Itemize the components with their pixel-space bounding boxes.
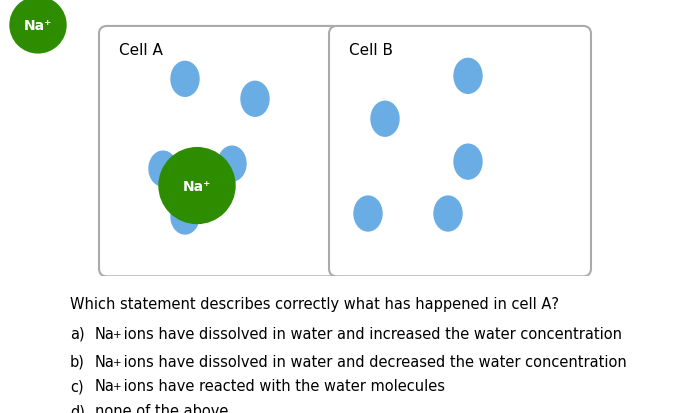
FancyBboxPatch shape bbox=[329, 27, 591, 277]
Ellipse shape bbox=[171, 199, 199, 235]
FancyBboxPatch shape bbox=[99, 27, 341, 277]
Text: ions have reacted with the water molecules: ions have reacted with the water molecul… bbox=[119, 378, 445, 394]
Text: Na⁺: Na⁺ bbox=[24, 19, 52, 33]
Text: +: + bbox=[113, 329, 122, 339]
Text: Na: Na bbox=[95, 378, 115, 394]
Ellipse shape bbox=[10, 0, 66, 54]
Text: c): c) bbox=[70, 378, 83, 394]
Ellipse shape bbox=[171, 62, 199, 97]
Ellipse shape bbox=[354, 197, 382, 231]
Ellipse shape bbox=[434, 197, 462, 231]
Text: Na: Na bbox=[95, 354, 115, 369]
Ellipse shape bbox=[159, 148, 235, 224]
Text: Cell A: Cell A bbox=[119, 43, 163, 58]
Text: ions have dissolved in water and increased the water concentration: ions have dissolved in water and increas… bbox=[119, 326, 622, 341]
Text: Na⁺: Na⁺ bbox=[183, 179, 211, 193]
Text: ions have dissolved in water and decreased the water concentration: ions have dissolved in water and decreas… bbox=[119, 354, 626, 369]
Ellipse shape bbox=[241, 82, 269, 117]
Text: a): a) bbox=[70, 326, 85, 341]
Text: Which statement describes correctly what has happened in cell A?: Which statement describes correctly what… bbox=[70, 297, 559, 311]
Ellipse shape bbox=[218, 147, 246, 182]
Ellipse shape bbox=[454, 59, 482, 94]
Text: +: + bbox=[113, 381, 122, 392]
Text: Na: Na bbox=[95, 326, 115, 341]
Ellipse shape bbox=[454, 145, 482, 180]
Text: b): b) bbox=[70, 354, 85, 369]
Ellipse shape bbox=[371, 102, 399, 137]
Text: none of the above: none of the above bbox=[95, 403, 228, 413]
Text: d): d) bbox=[70, 403, 85, 413]
Text: +: + bbox=[113, 357, 122, 367]
Text: Cell B: Cell B bbox=[349, 43, 393, 58]
Ellipse shape bbox=[149, 152, 177, 187]
